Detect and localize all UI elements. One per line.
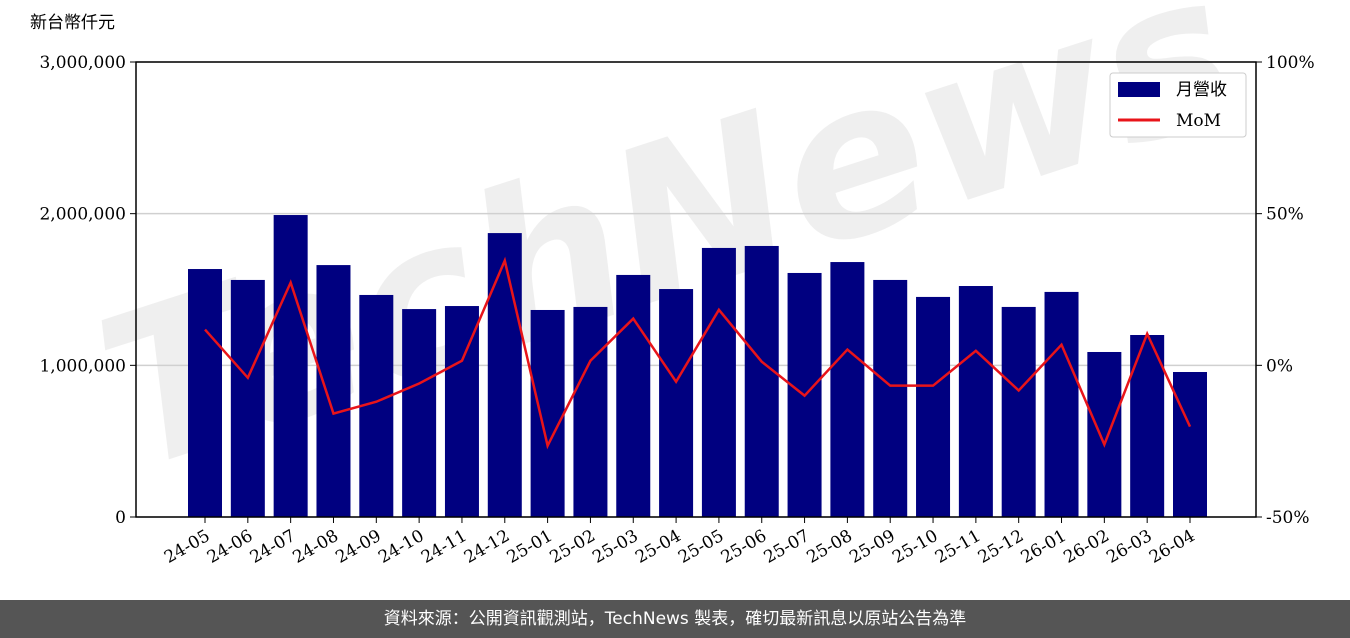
x-tick-label: 24-06 — [204, 526, 256, 568]
y-tick-label: 0 — [115, 508, 126, 528]
x-tick-label: 26-04 — [1146, 526, 1198, 568]
x-tick-label: 24-07 — [247, 526, 299, 568]
bar — [916, 297, 950, 517]
y2-tick-label: 100% — [1266, 53, 1315, 73]
bar — [188, 269, 222, 517]
bar — [1173, 372, 1207, 517]
bar — [316, 265, 350, 517]
bar — [616, 275, 650, 517]
x-tick-label: 25-09 — [846, 526, 898, 568]
bar — [659, 289, 693, 517]
x-tick-label: 25-03 — [589, 526, 641, 568]
bar — [873, 280, 907, 517]
x-tick-label: 24-08 — [290, 526, 342, 568]
x-tick-label: 24-11 — [418, 526, 470, 568]
bar — [231, 280, 265, 517]
x-tick-label: 25-07 — [761, 526, 813, 568]
x-tick-label: 24-12 — [461, 526, 513, 568]
x-tick-label: 24-05 — [161, 526, 213, 568]
x-tick-label: 24-10 — [375, 526, 427, 568]
bar — [531, 310, 565, 517]
legend-label: MoM — [1176, 111, 1221, 131]
bar — [1045, 292, 1079, 517]
bar — [445, 306, 479, 517]
bar — [488, 233, 522, 517]
bar — [1087, 352, 1121, 517]
legend-swatch — [1118, 82, 1160, 97]
bar — [745, 246, 779, 517]
bar — [830, 262, 864, 517]
y2-tick-label: 50% — [1266, 205, 1304, 225]
x-tick-label: 24-09 — [332, 526, 384, 568]
x-tick-label: 25-11 — [932, 526, 984, 568]
bar — [959, 286, 993, 517]
bar — [573, 307, 607, 517]
y-tick-label: 2,000,000 — [39, 205, 126, 225]
bar — [1002, 307, 1036, 517]
legend-label: 月營收 — [1176, 80, 1227, 100]
unit-label: 新台幣仟元 — [30, 13, 115, 33]
bar — [702, 248, 736, 517]
y-tick-label: 3,000,000 — [39, 53, 126, 73]
x-tick-label: 26-03 — [1103, 526, 1155, 568]
chart: 新台幣仟元 TechNews01,000,0002,000,0003,000,0… — [0, 0, 1350, 600]
x-tick-label: 25-05 — [675, 526, 727, 568]
x-tick-label: 26-01 — [1018, 526, 1070, 568]
bar — [402, 309, 436, 517]
x-tick-label: 25-06 — [718, 526, 770, 568]
x-tick-label: 25-01 — [504, 526, 556, 568]
footer: 資料來源：公開資訊觀測站，TechNews 製表，確切最新訊息以原站公告為準 — [0, 600, 1350, 638]
x-tick-label: 25-04 — [632, 526, 684, 568]
x-tick-label: 25-10 — [889, 526, 941, 568]
y-tick-label: 1,000,000 — [39, 356, 126, 376]
x-tick-label: 25-02 — [546, 526, 598, 568]
x-tick-label: 26-02 — [1060, 526, 1112, 568]
x-tick-label: 25-12 — [975, 526, 1027, 568]
page: {"chart_data": {"type": "bar-line", "uni… — [0, 0, 1350, 638]
y2-tick-label: -50% — [1266, 508, 1310, 528]
x-tick-label: 25-08 — [803, 526, 855, 568]
y2-tick-label: 0% — [1266, 356, 1293, 376]
bar — [274, 215, 308, 517]
